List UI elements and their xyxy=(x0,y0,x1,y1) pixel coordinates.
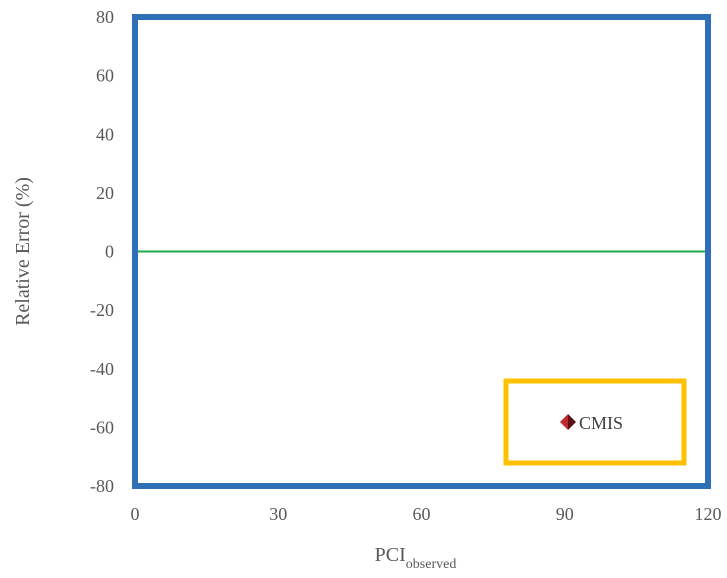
x-tick-label: 90 xyxy=(556,504,574,524)
plot-area-border xyxy=(132,14,711,489)
legend: CMIS xyxy=(503,378,687,466)
legend-label-cmis: CMIS xyxy=(579,413,623,433)
y-tick-label: 40 xyxy=(96,124,114,144)
y-tick-label: -20 xyxy=(90,300,114,320)
x-tick-label: 120 xyxy=(695,504,722,524)
legend-marker-cmis xyxy=(560,414,576,430)
legend-box xyxy=(503,378,687,466)
x-tick-labels: 0 30 60 90 120 xyxy=(131,504,722,524)
y-tick-label: -40 xyxy=(90,359,114,379)
y-tick-label: -60 xyxy=(90,417,114,437)
y-tick-label: -80 xyxy=(90,476,114,496)
legend-diamond-right xyxy=(568,414,576,430)
x-axis-title-subscript: observed xyxy=(406,557,457,572)
y-tick-label: 60 xyxy=(96,66,114,86)
y-tick-labels: 80 60 40 20 0 -20 -40 -60 -80 xyxy=(90,7,114,496)
y-tick-label: 80 xyxy=(96,7,114,27)
x-tick-label: 60 xyxy=(413,504,431,524)
y-axis-title: Relative Error (%) xyxy=(12,177,34,326)
y-tick-label: 0 xyxy=(105,242,114,262)
x-tick-label: 30 xyxy=(269,504,287,524)
x-axis-title-main: PCI xyxy=(375,544,406,566)
legend-diamond-left xyxy=(560,414,568,430)
y-tick-label: 20 xyxy=(96,183,114,203)
x-tick-label: 0 xyxy=(131,504,140,524)
x-axis-title: PCIobserved xyxy=(375,544,457,572)
